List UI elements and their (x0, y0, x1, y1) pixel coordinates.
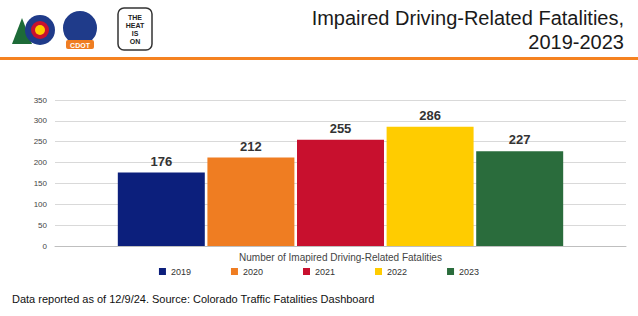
svg-text:THE: THE (128, 14, 142, 21)
svg-text:300: 300 (34, 116, 48, 125)
svg-text:100: 100 (34, 200, 48, 209)
svg-text:227: 227 (509, 132, 531, 147)
svg-text:212: 212 (240, 139, 262, 154)
svg-text:0: 0 (43, 242, 48, 251)
svg-text:286: 286 (419, 108, 441, 123)
html-text:Impaired Driving-Related Fatal: Impaired Driving-Related Fatalities, 201… (311, 7, 624, 53)
svg-text:2023: 2023 (459, 267, 479, 277)
svg-text:200: 200 (34, 158, 48, 167)
svg-text:CDOT: CDOT (70, 42, 91, 49)
svg-text:HEAT: HEAT (126, 22, 145, 29)
svg-text:350: 350 (34, 96, 48, 105)
svg-text:255: 255 (330, 121, 352, 136)
svg-text:2020: 2020 (243, 267, 263, 277)
svg-text:2021: 2021 (315, 267, 335, 277)
svg-text:50: 50 (38, 221, 47, 230)
svg-text:250: 250 (34, 137, 48, 146)
html-text:Data reported as of 12/9/24. S: Data reported as of 12/9/24. Source: Col… (12, 293, 375, 305)
svg-text:2022: 2022 (387, 267, 407, 277)
svg-text:Number of Imapired Driving-Rel: Number of Imapired Driving-Related Fatal… (239, 252, 442, 263)
svg-text:176: 176 (150, 154, 172, 169)
svg-text:ON: ON (130, 38, 141, 45)
svg-text:150: 150 (34, 179, 48, 188)
svg-text:2019: 2019 (171, 267, 191, 277)
svg-text:IS: IS (132, 30, 139, 37)
